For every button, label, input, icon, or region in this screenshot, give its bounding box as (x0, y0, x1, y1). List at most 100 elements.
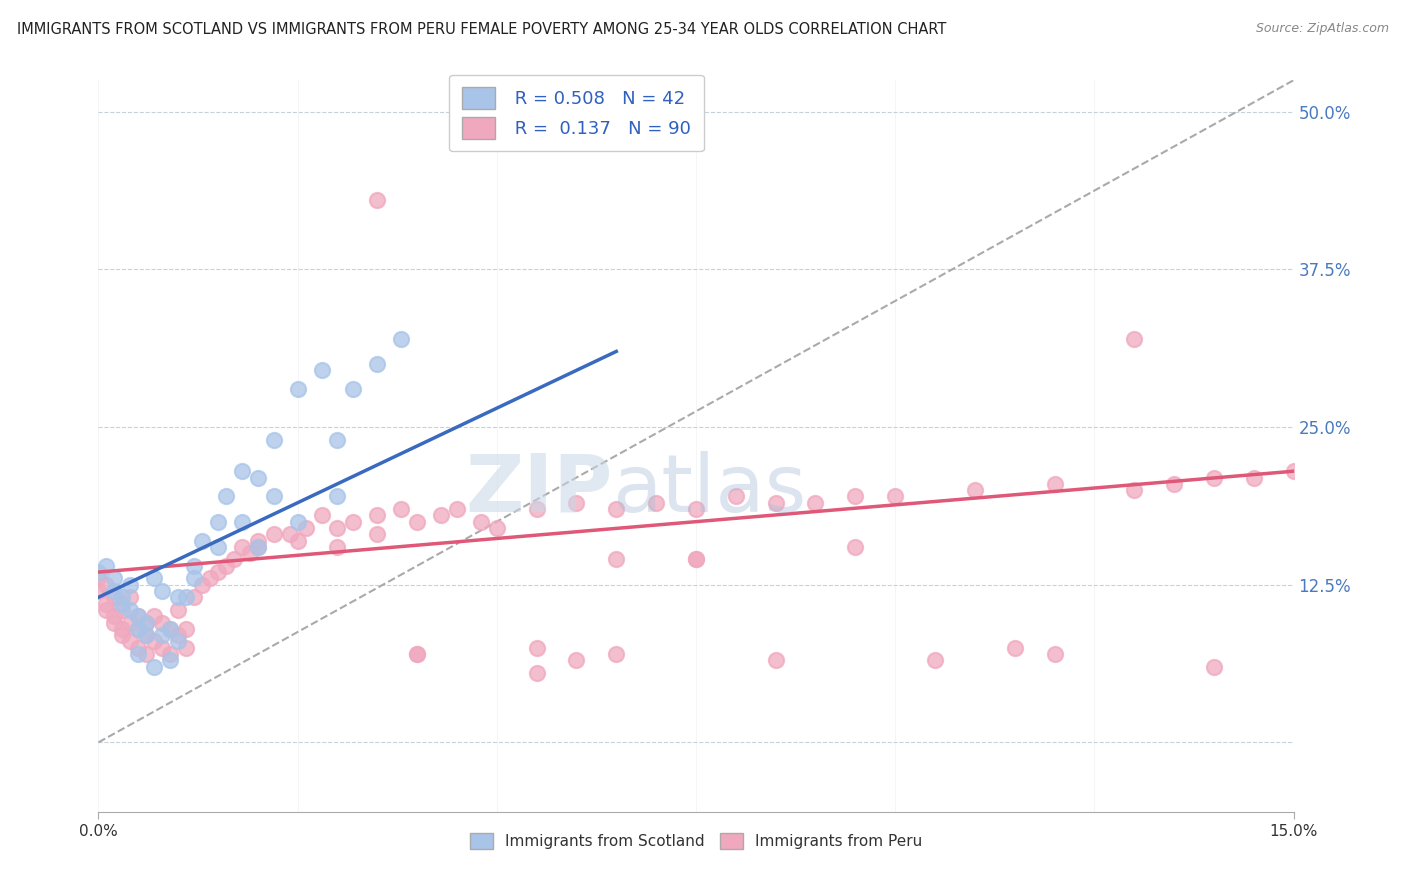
Point (246, 540, 269, 554)
Point (263, 433, 285, 447)
Point (215, 558, 238, 573)
Point (167, 591, 190, 605)
Point (103, 615, 125, 630)
Point (143, 659, 166, 673)
Point (406, 515, 429, 529)
Point (884, 490, 907, 504)
Point (143, 634, 166, 648)
Point (1163, 476, 1185, 491)
Point (526, 640, 548, 655)
Point (135, 628, 157, 642)
Point (406, 647, 429, 661)
Point (231, 540, 253, 554)
Point (278, 527, 301, 541)
Point (174, 640, 197, 655)
Point (366, 527, 388, 541)
Point (87, 571, 110, 585)
Text: Source: ZipAtlas.com: Source: ZipAtlas.com (1256, 22, 1389, 36)
Point (150, 640, 173, 655)
Point (231, 464, 253, 478)
Point (111, 628, 134, 642)
Point (287, 533, 309, 548)
Point (167, 634, 190, 648)
Point (446, 502, 468, 516)
Legend: Immigrants from Scotland, Immigrants from Peru: Immigrants from Scotland, Immigrants fro… (464, 827, 928, 855)
Point (765, 496, 787, 510)
Point (103, 584, 125, 599)
Point (366, 357, 388, 371)
Point (844, 540, 866, 554)
Point (120, 615, 142, 630)
Point (127, 609, 149, 624)
Point (96, 578, 118, 592)
Point (103, 571, 125, 585)
Point (389, 502, 412, 516)
Point (207, 540, 229, 554)
Point (263, 527, 285, 541)
Point (103, 591, 125, 605)
Point (246, 470, 269, 484)
Point (565, 653, 588, 667)
Point (215, 490, 238, 504)
Point (430, 508, 453, 523)
Point (311, 363, 333, 377)
Point (924, 653, 946, 667)
Point (724, 490, 747, 504)
Point (222, 552, 245, 566)
Point (326, 540, 349, 554)
Point (127, 609, 149, 624)
Point (1243, 470, 1265, 484)
Point (605, 552, 627, 566)
Point (287, 382, 309, 396)
Point (645, 496, 668, 510)
Point (326, 433, 349, 447)
Point (1043, 476, 1066, 491)
Point (844, 490, 866, 504)
Point (87, 584, 110, 599)
Point (143, 609, 166, 624)
Point (804, 496, 827, 510)
Point (287, 515, 309, 529)
Point (159, 653, 181, 667)
Point (127, 622, 149, 636)
Point (150, 628, 173, 642)
Point (685, 552, 707, 566)
Point (111, 603, 134, 617)
Point (135, 615, 157, 630)
Point (207, 565, 229, 579)
Point (485, 521, 508, 535)
Point (294, 521, 316, 535)
Text: ZIP: ZIP (465, 450, 613, 529)
Point (127, 640, 149, 655)
Point (239, 546, 262, 560)
Point (135, 647, 157, 661)
Point (311, 508, 333, 523)
Point (765, 653, 787, 667)
Point (1004, 640, 1026, 655)
Point (167, 603, 190, 617)
Point (406, 647, 429, 661)
Point (963, 483, 986, 497)
Point (1123, 332, 1146, 346)
Point (159, 622, 181, 636)
Point (1282, 464, 1305, 478)
Point (191, 533, 214, 548)
Point (231, 515, 253, 529)
Point (605, 647, 627, 661)
Point (1202, 659, 1225, 673)
Point (150, 615, 173, 630)
Point (135, 628, 157, 642)
Text: atlas: atlas (613, 450, 807, 529)
Point (183, 591, 205, 605)
Point (159, 622, 181, 636)
Point (526, 665, 548, 680)
Point (246, 540, 269, 554)
Point (159, 647, 181, 661)
Point (366, 508, 388, 523)
Point (246, 533, 269, 548)
Point (167, 628, 190, 642)
Point (366, 193, 388, 207)
Point (174, 622, 197, 636)
Point (565, 496, 588, 510)
Point (127, 647, 149, 661)
